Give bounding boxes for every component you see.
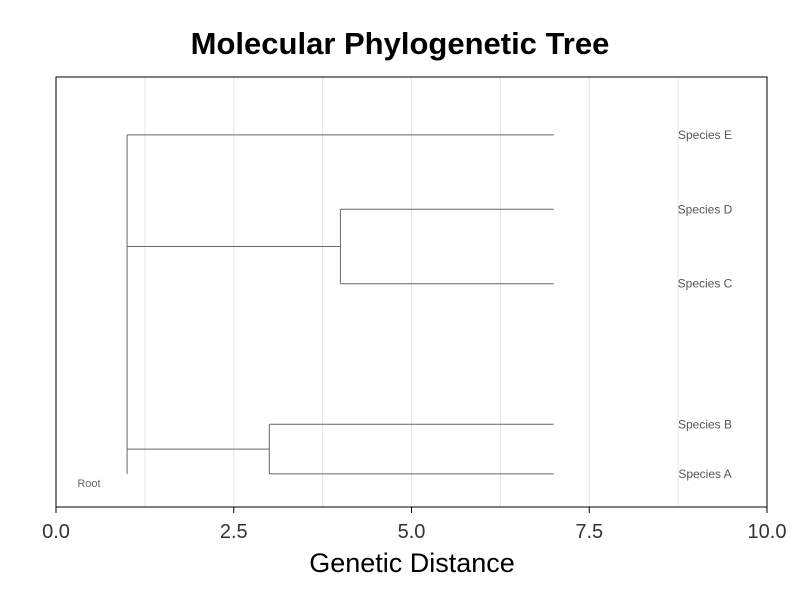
x-tick-label: 7.5 <box>575 521 603 543</box>
x-tick-label: 5.0 <box>398 521 426 543</box>
leaf-label: Species B <box>678 417 732 431</box>
leaf-label: Species D <box>678 202 733 216</box>
leaf-label: Species A <box>678 467 731 481</box>
x-tick-label: 10.0 <box>748 521 787 543</box>
x-tick-label: 2.5 <box>220 521 248 543</box>
x-tick-label: 0.0 <box>42 521 70 543</box>
leaf-label: Species C <box>678 277 733 291</box>
chart-title: Molecular Phylogenetic Tree <box>190 26 610 61</box>
root-label: Root <box>77 478 100 490</box>
leaf-label: Species E <box>678 128 732 142</box>
x-axis-label: Genetic Distance <box>309 548 515 578</box>
